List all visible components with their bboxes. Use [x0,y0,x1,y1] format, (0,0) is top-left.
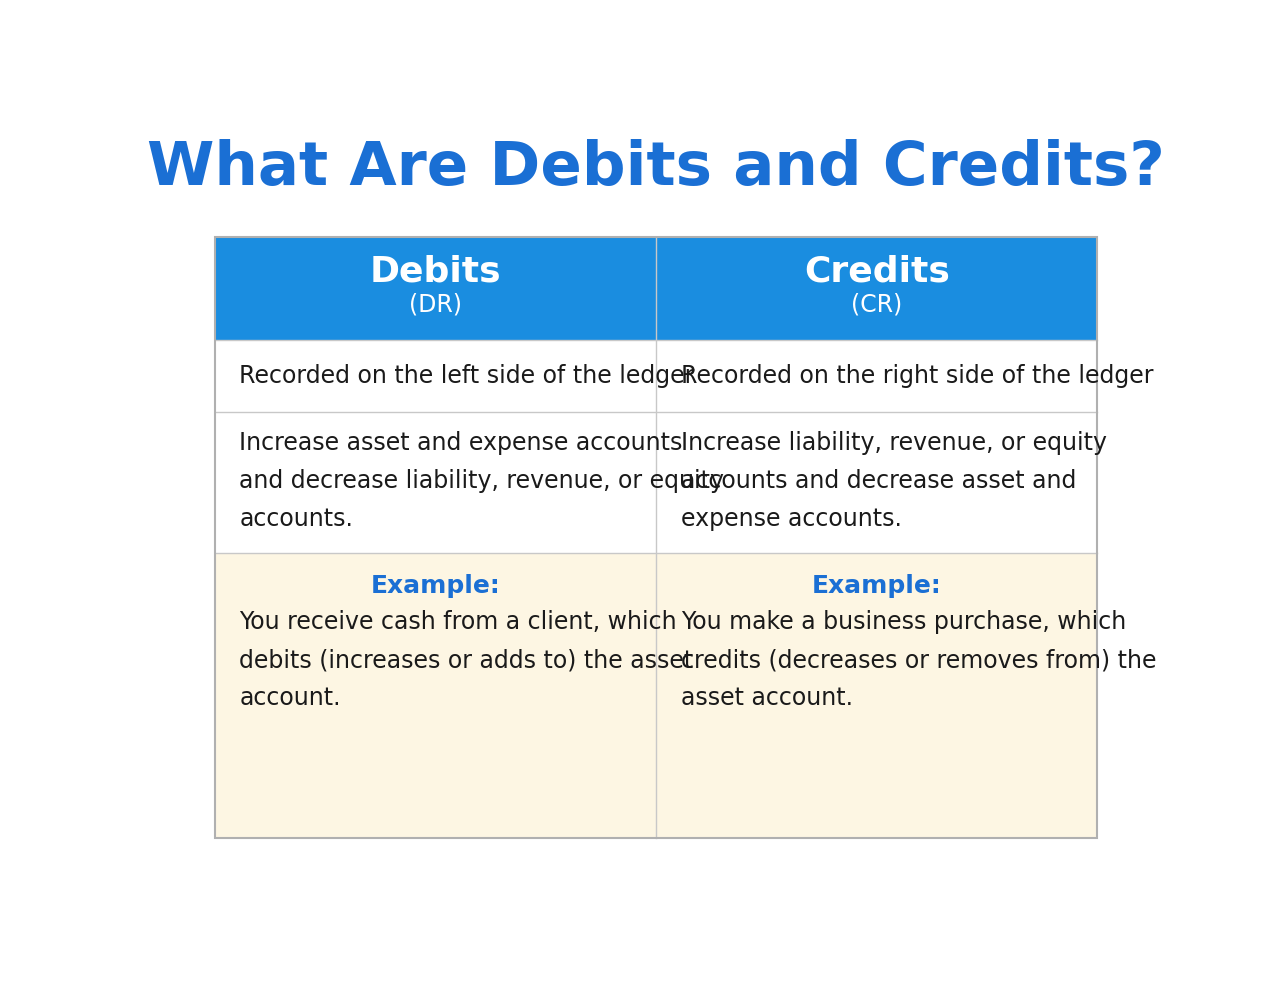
Text: (CR): (CR) [851,293,902,316]
Text: Recorded on the right side of the ledger: Recorded on the right side of the ledger [681,364,1153,388]
Bar [215,339,1097,411]
Text: Credits: Credits [804,254,950,289]
Text: Example:: Example: [812,574,942,598]
Text: You make a business purchase, which
credits (decreases or removes from) the
asse: You make a business purchase, which cred… [681,610,1156,710]
Text: Increase asset and expense accounts
and decrease liability, revenue, or equity
a: Increase asset and expense accounts and … [239,431,724,531]
Text: (DR): (DR) [408,293,462,316]
Text: What Are Debits and Credits?: What Are Debits and Credits? [147,138,1165,198]
Text: Example:: Example: [370,574,500,598]
Text: You receive cash from a client, which
debits (increases or adds to) the asset
ac: You receive cash from a client, which de… [239,610,694,710]
Text: Debits: Debits [370,254,500,289]
Text: Increase liability, revenue, or equity
accounts and decrease asset and
expense a: Increase liability, revenue, or equity a… [681,431,1107,531]
Bar [215,553,1097,839]
Bar [215,236,1097,339]
Bar [215,411,1097,553]
Text: Recorded on the left side of the ledger: Recorded on the left side of the ledger [239,364,695,388]
Bar [215,236,1097,839]
